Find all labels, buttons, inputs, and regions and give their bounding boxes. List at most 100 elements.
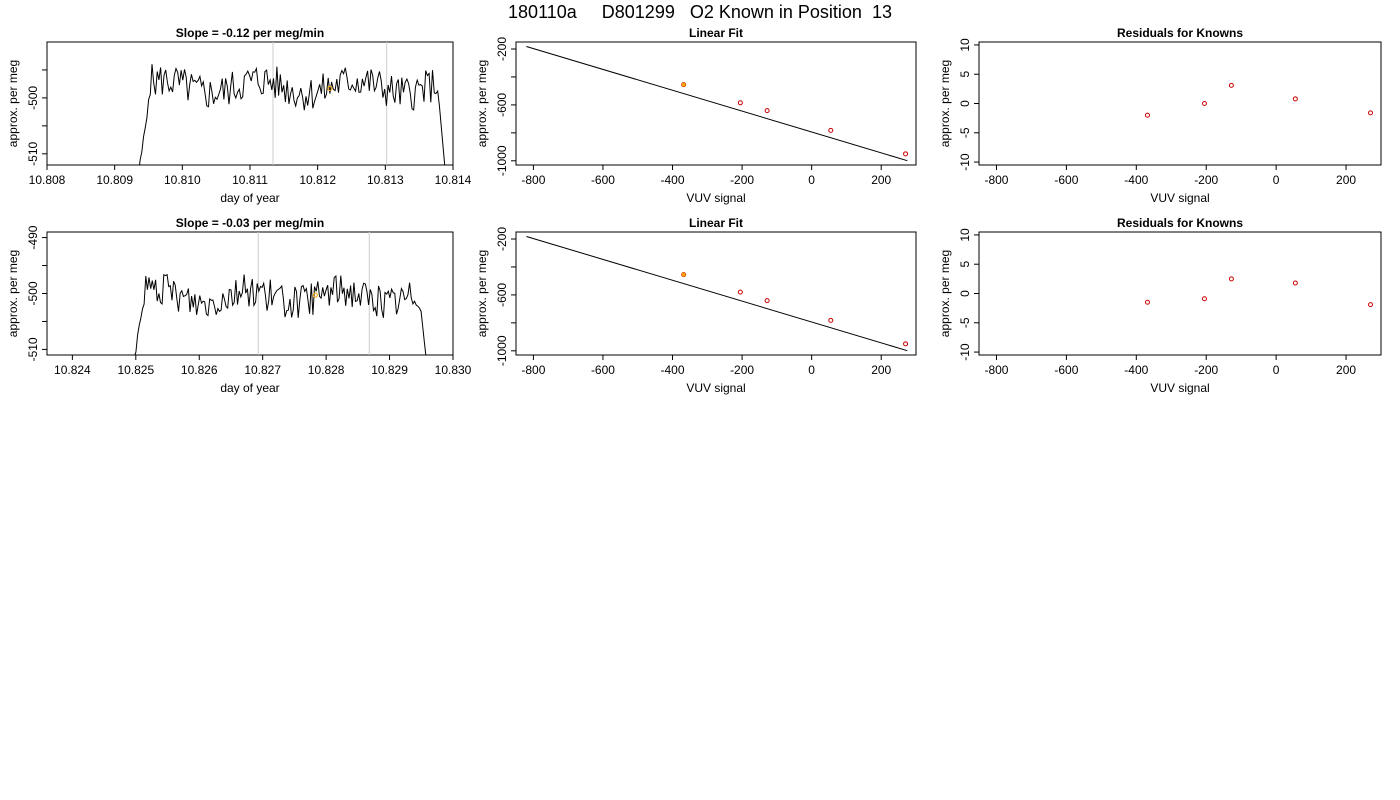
y-tick-label: -200 (495, 227, 509, 251)
data-point (764, 108, 770, 114)
y-tick-label: -500 (26, 281, 40, 305)
y-tick-label: -510 (26, 141, 40, 165)
x-tick-label: 10.828 (308, 363, 345, 377)
panel-linear-fit-2: Linear Fit -800 -600 -400 -200 0 200 -1000 -600 -… (475, 216, 917, 395)
x-tick-label: -600 (1054, 173, 1078, 187)
x-tick-label: 200 (871, 363, 891, 377)
y-tick-label: -1000 (495, 335, 509, 366)
x-tick-label: -400 (1124, 363, 1148, 377)
series-line (134, 273, 427, 355)
x-axis-label: day of year (220, 381, 279, 395)
x-axis-label: VUV signal (686, 191, 745, 205)
x-tick-label: -600 (1054, 363, 1078, 377)
y-axis-label: approx. per meg (6, 250, 20, 337)
data-point (1292, 96, 1298, 102)
x-axis-label: VUV signal (1150, 191, 1209, 205)
x-tick-label: -800 (984, 173, 1008, 187)
y-tick-label: -510 (26, 337, 40, 361)
x-tick-label: -200 (730, 363, 754, 377)
data-point (737, 100, 743, 106)
highlight-point (681, 272, 686, 277)
x-tick-label: -400 (661, 173, 685, 187)
x-tick-label: 200 (871, 173, 891, 187)
y-tick-label: 5 (958, 261, 972, 268)
x-tick-label: 200 (1336, 363, 1356, 377)
x-tick-label: 10.813 (367, 173, 404, 187)
y-axis-label: approx. per meg (475, 60, 489, 147)
panel-title: Residuals for Knowns (1117, 216, 1243, 230)
data-point (764, 298, 770, 304)
panel-residuals-2: Residuals for Knowns -800 -600 -400 -200 0 200… (938, 216, 1382, 395)
x-tick-label: 10.829 (371, 363, 408, 377)
y-tick-label: -5 (958, 317, 972, 328)
x-axis-label: VUV signal (686, 381, 745, 395)
y-tick-label: -490 (26, 225, 40, 249)
y-tick-label: -500 (26, 86, 40, 110)
data-point (1201, 296, 1207, 302)
panel-title: Slope = -0.12 per meg/min (176, 26, 324, 40)
plot-area (134, 232, 427, 355)
plot-area (526, 45, 909, 162)
data-point (1228, 82, 1234, 88)
x-tick-label: -600 (591, 173, 615, 187)
y-tick-label: 5 (958, 71, 972, 78)
y-tick-label: -10 (958, 153, 972, 171)
y-tick-label: 10 (958, 38, 972, 52)
panel-residuals-1: Residuals for Knowns -800 -600 -400 -200 0 200… (938, 26, 1382, 205)
plot-area (526, 235, 909, 352)
y-axis-label: approx. per meg (938, 250, 952, 337)
y-axis-label: approx. per meg (475, 250, 489, 337)
x-tick-label: -800 (521, 363, 545, 377)
x-tick-label: 10.826 (181, 363, 218, 377)
data-point (1201, 101, 1207, 106)
data-point (828, 317, 834, 323)
x-tick-label: -800 (521, 173, 545, 187)
data-point (1292, 280, 1298, 286)
data-point (1144, 112, 1150, 118)
plot-frame (515, 41, 917, 166)
plot-area (1144, 82, 1374, 118)
plot-area (1144, 276, 1374, 308)
panel-title: Slope = -0.03 per meg/min (176, 216, 324, 230)
fit-line (526, 45, 908, 162)
y-tick-label: 0 (958, 290, 972, 297)
panel-timeseries-1: Slope = -0.12 per meg/min 10.808 10.809 10.… (6, 26, 472, 205)
x-tick-label: -200 (730, 173, 754, 187)
y-tick-label: 10 (958, 228, 972, 242)
data-point (828, 127, 834, 133)
x-tick-label: 10.827 (244, 363, 281, 377)
y-tick-label: 0 (958, 100, 972, 107)
x-tick-label: 10.809 (96, 173, 133, 187)
y-tick-label: -1000 (495, 145, 509, 176)
page-title: 180110a D801299 O2 Known in Position 13 (508, 2, 892, 22)
x-tick-label: 10.811 (232, 173, 268, 187)
x-tick-label: 10.814 (435, 173, 472, 187)
y-tick-label: -600 (495, 93, 509, 117)
data-point (1144, 299, 1150, 305)
x-tick-label: 10.830 (435, 363, 472, 377)
data-point (737, 289, 743, 295)
y-axis-label: approx. per meg (938, 60, 952, 147)
data-point (903, 151, 909, 157)
x-tick-label: 10.810 (164, 173, 201, 187)
panel-linear-fit-1: Linear Fit -800 -600 -400 -200 0 200 -1000 -600 -… (475, 26, 917, 205)
plot-frame (515, 231, 917, 356)
y-tick-label: -10 (958, 343, 972, 361)
x-tick-label: -800 (984, 363, 1008, 377)
x-tick-label: -400 (1124, 173, 1148, 187)
data-point (1228, 276, 1234, 282)
x-tick-label: -600 (591, 363, 615, 377)
highlight-point (312, 292, 318, 298)
panel-title: Linear Fit (689, 216, 743, 230)
x-tick-label: 200 (1336, 173, 1356, 187)
x-axis-label: day of year (220, 191, 279, 205)
x-tick-label: 0 (1273, 173, 1280, 187)
data-point (903, 341, 909, 347)
panel-title: Residuals for Knowns (1117, 26, 1243, 40)
x-tick-label: -200 (1194, 173, 1218, 187)
x-tick-label: 0 (808, 173, 815, 187)
x-tick-label: -400 (661, 363, 685, 377)
data-point (1368, 110, 1374, 116)
y-axis-label: approx. per meg (6, 60, 20, 147)
